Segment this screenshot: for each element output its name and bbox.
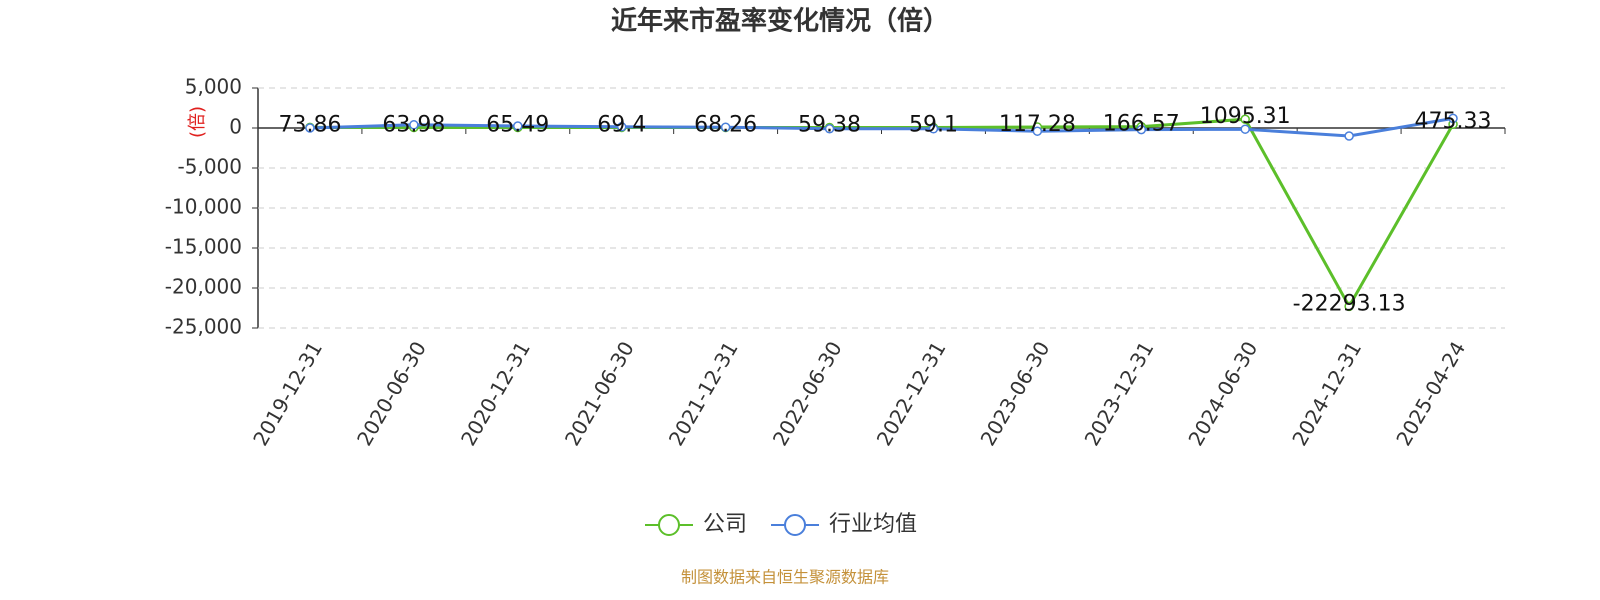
data-point: [1344, 131, 1354, 141]
data-label: 475.33: [1415, 109, 1492, 134]
data-label: 117.28: [999, 112, 1076, 137]
y-tick-label: 5,000: [185, 75, 242, 99]
data-label: 69.4: [597, 112, 646, 137]
x-tick-label: 2021-12-31: [664, 337, 743, 450]
data-point: [305, 123, 315, 133]
legend-label: 行业均值: [829, 512, 917, 537]
data-label: 59.1: [909, 113, 958, 138]
x-tick-label: 2025-04-24: [1391, 337, 1470, 450]
x-tick-label: 2023-12-31: [1079, 337, 1158, 450]
y-tick-label: -25,000: [165, 315, 242, 339]
data-label: 1095.31: [1200, 104, 1291, 129]
x-tick-label: 2019-12-31: [248, 337, 327, 450]
source-note: 制图数据来自恒生聚源数据库: [681, 568, 889, 587]
x-tick-label: 2021-06-30: [560, 337, 639, 450]
legend-marker: [658, 514, 680, 536]
x-tick-label: 2024-06-30: [1183, 337, 1262, 450]
data-point: [513, 121, 523, 131]
data-point: [616, 122, 627, 132]
series-line: [309, 116, 1454, 138]
y-tick-label: -10,000: [165, 195, 242, 219]
data-point: [1032, 126, 1043, 136]
data-label: 166.57: [1103, 112, 1180, 137]
x-tick-label: 2020-12-31: [456, 337, 535, 450]
y-tick-label: 0: [229, 115, 242, 139]
x-tick-label: 2020-06-30: [352, 337, 431, 450]
data-point: [409, 120, 419, 130]
legend-marker: [784, 514, 807, 536]
data-label: 59.38: [798, 113, 861, 138]
data-label: 63.98: [382, 112, 445, 137]
data-point: [1136, 124, 1147, 135]
data-label: 65.49: [486, 112, 549, 137]
x-tick-label: 2022-06-30: [768, 337, 847, 450]
data-point: [1240, 124, 1250, 134]
legend-label: 公司: [703, 512, 747, 537]
y-axis-label: (倍): [187, 106, 208, 138]
data-label: 73.86: [278, 112, 341, 137]
series-line: [309, 117, 1455, 310]
data-point: [720, 122, 731, 132]
data-point: [1240, 114, 1250, 124]
y-tick-label: -20,000: [165, 275, 242, 299]
data-label: 68.26: [694, 112, 757, 137]
data-point: [824, 124, 835, 134]
x-tick-label: 2023-06-30: [976, 337, 1055, 450]
data-point: [1448, 113, 1458, 124]
chart-title: 近年来市盈率变化情况（倍）: [611, 6, 949, 37]
data-point: [1344, 301, 1354, 312]
x-tick-label: 2022-12-31: [872, 337, 951, 450]
y-tick-label: -15,000: [165, 235, 242, 259]
y-tick-label: -5,000: [178, 155, 242, 179]
data-label: -22293.13: [1293, 291, 1406, 316]
x-tick-label: 2024-12-31: [1287, 337, 1366, 450]
data-point: [928, 124, 939, 134]
